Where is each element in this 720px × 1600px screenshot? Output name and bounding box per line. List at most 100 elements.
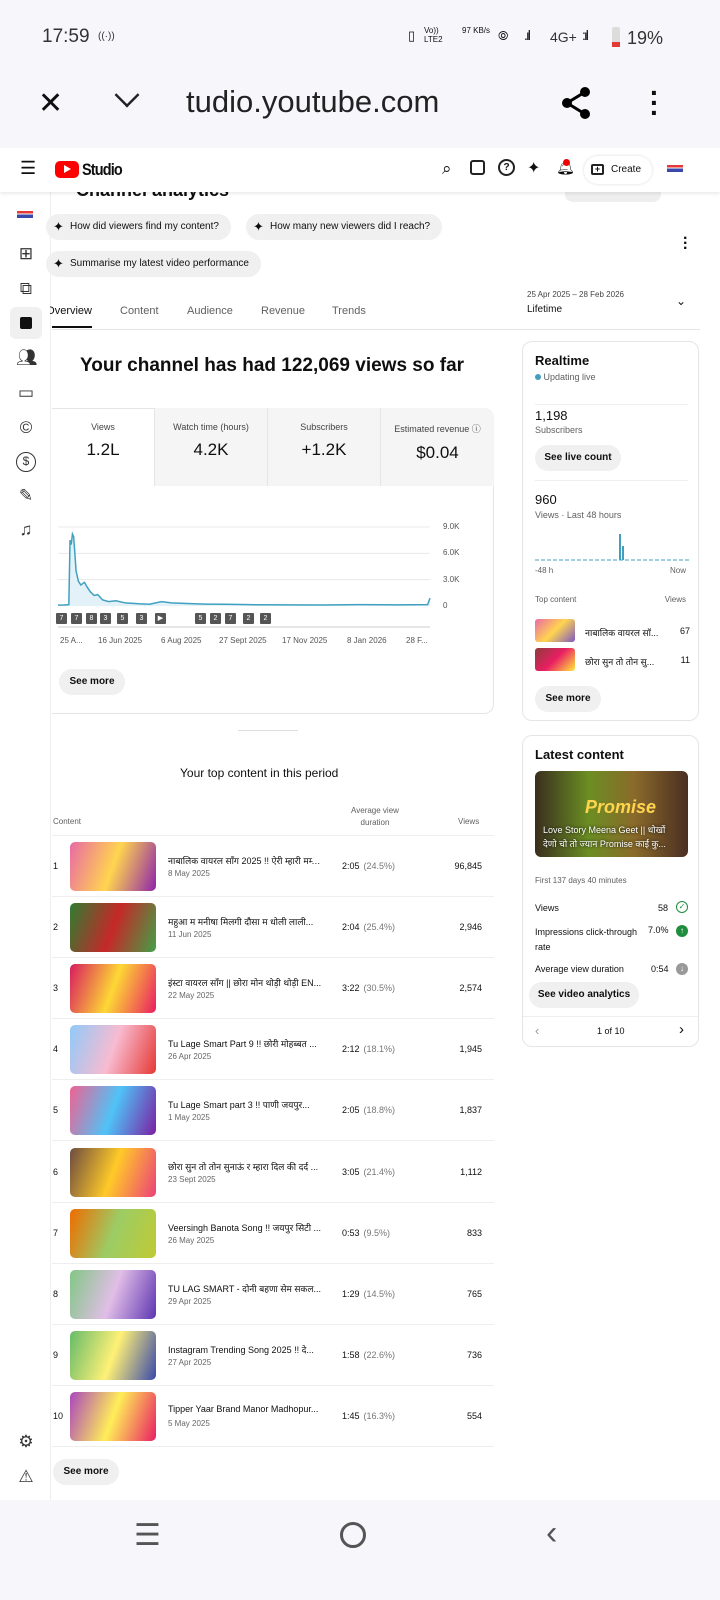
video-title[interactable]: नाबालिक वायरल सॉंग 2025 !! ऐरी म्हारी मम… <box>168 856 326 866</box>
dashboard-icon[interactable]: ⊞ <box>18 244 34 263</box>
table-row[interactable]: 6 छोरा सुन तो तोन सुनाऊं र म्हारा दिल की… <box>52 1142 494 1203</box>
menu-icon[interactable]: ☰ <box>20 158 37 178</box>
channel-avatar-sidebar[interactable] <box>17 211 33 218</box>
suggestion-chip[interactable]: How did viewers find my content? <box>46 214 231 240</box>
metric-subscribers[interactable]: Subscribers +1.2K <box>268 408 381 486</box>
chevron-right-icon[interactable]: › <box>679 1021 684 1038</box>
tab-overview[interactable]: Overview <box>50 305 92 317</box>
date-range-selector[interactable]: 25 Apr 2025 – 28 Feb 2026 Lifetime ⌄ <box>526 288 696 322</box>
video-title[interactable]: Tipper Yaar Brand Manor Madhopur... <box>168 1403 319 1414</box>
content-icon[interactable]: ⧉ <box>19 279 33 298</box>
video-title[interactable]: छोरा सुन तो तोन सुनाऊं र म्हारा दिल की द… <box>168 1161 319 1172</box>
tab-revenue[interactable]: Revenue <box>261 305 306 317</box>
arrow-up-circle-icon: ↑ <box>676 925 688 937</box>
help-icon[interactable]: ? <box>498 159 515 176</box>
table-row[interactable]: 8 TU LAG SMART - दोनी बहणा सेम सकल... 29… <box>52 1264 494 1325</box>
video-title[interactable]: Tu Lage Smart Part 9 !! छोरी मोहब्बत ... <box>168 1039 317 1050</box>
see-more-button[interactable]: See more <box>59 669 125 695</box>
home-icon[interactable] <box>340 1522 366 1548</box>
see-more-button[interactable]: See more <box>535 686 601 712</box>
send-feedback-icon[interactable]: ⚠ <box>18 1467 34 1486</box>
upload-marker[interactable]: 7 <box>56 613 67 624</box>
subtitles-icon[interactable]: ▭ <box>17 383 35 402</box>
analytics-icon[interactable] <box>10 307 42 339</box>
tab-content[interactable]: Content <box>120 305 159 317</box>
video-title[interactable]: महुआ म मनीषा मिलगी दौसा म धोली लाली... <box>168 917 314 928</box>
video-title[interactable]: TU LAG SMART - दोनी बहणा सेम सकल... <box>168 1283 321 1294</box>
table-row[interactable]: 4 Tu Lage Smart Part 9 !! छोरी मोहब्बत .… <box>52 1019 494 1081</box>
latest-video-thumbnail[interactable]: Promise Love Story Meena Geet || धोखों द… <box>535 771 688 857</box>
suggestion-chip[interactable]: How many new viewers did I reach? <box>246 214 443 240</box>
more-options-icon[interactable]: · · · <box>683 230 689 257</box>
realtime-item[interactable]: छोरा सुन तो तोन सु... 11 <box>535 648 690 672</box>
community-icon[interactable]: 👥︎ <box>16 348 38 367</box>
video-thumbnail[interactable] <box>70 1269 156 1319</box>
audio-library-icon[interactable]: ♫ <box>19 520 33 539</box>
video-thumbnail[interactable] <box>70 1086 156 1136</box>
table-row[interactable]: 1 नाबालिक वायरल सॉंग 2025 !! ऐरी म्हारी … <box>52 836 494 897</box>
upload-marker[interactable]: 7 <box>225 613 236 624</box>
create-button[interactable]: + Create <box>584 156 652 184</box>
video-title[interactable]: Veersingh Banota Song !! जयपुर सिटी ... <box>168 1222 322 1233</box>
chevron-down-icon[interactable] <box>114 82 140 108</box>
table-row[interactable]: 3 इंस्टा वायरल सॉंग || छोरा मोन थोड़ी थो… <box>52 958 494 1020</box>
video-thumbnail[interactable] <box>70 964 156 1014</box>
customization-icon[interactable]: ✎ <box>18 486 34 505</box>
video-thumbnail[interactable] <box>70 1391 156 1441</box>
video-title[interactable]: इंस्टा वायरल सॉंग || छोरा मोन थोड़ी थोड़… <box>168 978 322 989</box>
suggestion-chip[interactable]: Summarise my latest video performance <box>46 251 261 277</box>
metric-views[interactable]: Views 1.2L <box>52 408 155 486</box>
more-vert-icon[interactable]: · · · <box>650 77 660 128</box>
upload-marker[interactable]: ▶ <box>155 613 166 624</box>
share-icon[interactable] <box>560 86 592 120</box>
sparkle-icon[interactable]: ✦ <box>527 160 541 177</box>
back-icon[interactable]: ‹ <box>546 1514 558 1552</box>
video-thumbnail[interactable] <box>70 842 156 891</box>
metric-revenue[interactable]: Estimated revenue ⓘ $0.04 <box>381 408 494 486</box>
close-icon[interactable]: ✕ <box>38 87 64 120</box>
video-title[interactable]: Tu Lage Smart part 3 !! पाणी जयपुर... <box>168 1100 310 1111</box>
rank: 7 <box>53 1227 59 1238</box>
tab-trends[interactable]: Trends <box>332 305 366 317</box>
realtime-item[interactable]: नाबालिक वायरल सॉ... 67 <box>535 619 690 643</box>
publish-date: 27 Apr 2025 <box>168 1357 212 1367</box>
table-row[interactable]: 10 Tipper Yaar Brand Manor Madhopur... 5… <box>52 1386 494 1447</box>
recents-icon[interactable]: ☰ <box>134 1519 161 1552</box>
video-thumbnail[interactable] <box>70 903 156 953</box>
chevron-left-icon[interactable]: ‹ <box>535 1023 540 1038</box>
views-count: 2,946 <box>459 922 482 933</box>
upload-marker[interactable]: 2 <box>210 613 221 624</box>
upload-marker[interactable]: 5 <box>195 613 206 624</box>
search-icon[interactable]: ⌕ <box>442 159 452 178</box>
table-row[interactable]: 2 महुआ म मनीषा मिलगी दौसा म धोली लाली...… <box>52 897 494 959</box>
notifications-icon[interactable]: 🔔︎ <box>556 159 576 176</box>
copyright-icon[interactable]: © <box>19 418 33 437</box>
tab-audience[interactable]: Audience <box>187 305 233 317</box>
upload-marker[interactable]: 8 <box>86 613 97 624</box>
channel-avatar[interactable] <box>667 165 683 172</box>
earn-icon[interactable]: $ <box>16 452 36 472</box>
metric-watch-time[interactable]: Watch time (hours) 4.2K <box>155 408 268 486</box>
see-video-analytics-button[interactable]: See video analytics <box>529 982 639 1008</box>
upload-marker[interactable]: 2 <box>260 613 271 624</box>
video-title[interactable]: Instagram Trending Song 2025 !! दे... <box>168 1344 314 1355</box>
upload-marker[interactable]: 2 <box>243 613 254 624</box>
video-thumbnail[interactable] <box>70 1330 156 1380</box>
video-thumbnail[interactable] <box>70 1025 156 1075</box>
url-bar[interactable]: tudio.youtube.com <box>186 84 440 119</box>
video-thumbnail[interactable] <box>70 1208 156 1258</box>
publish-date: 5 May 2025 <box>168 1418 210 1428</box>
upload-marker[interactable]: 3 <box>136 613 147 624</box>
settings-icon[interactable]: ⚙ <box>18 1432 34 1451</box>
table-row[interactable]: 5 Tu Lage Smart part 3 !! पाणी जयपुर... … <box>52 1080 494 1142</box>
video-thumbnail[interactable] <box>70 1147 156 1197</box>
youtube-logo-icon[interactable] <box>55 161 79 178</box>
upload-marker[interactable]: 7 <box>71 613 82 624</box>
table-row[interactable]: 9 Instagram Trending Song 2025 !! दे... … <box>52 1325 494 1386</box>
upload-marker[interactable]: 3 <box>100 613 111 624</box>
upload-marker[interactable]: 5 <box>117 613 128 624</box>
feedback-icon[interactable] <box>470 160 485 175</box>
see-live-count-button[interactable]: See live count <box>535 445 621 471</box>
see-more-button[interactable]: See more <box>53 1459 119 1485</box>
table-row[interactable]: 7 Veersingh Banota Song !! जयपुर सिटी ..… <box>52 1203 494 1264</box>
